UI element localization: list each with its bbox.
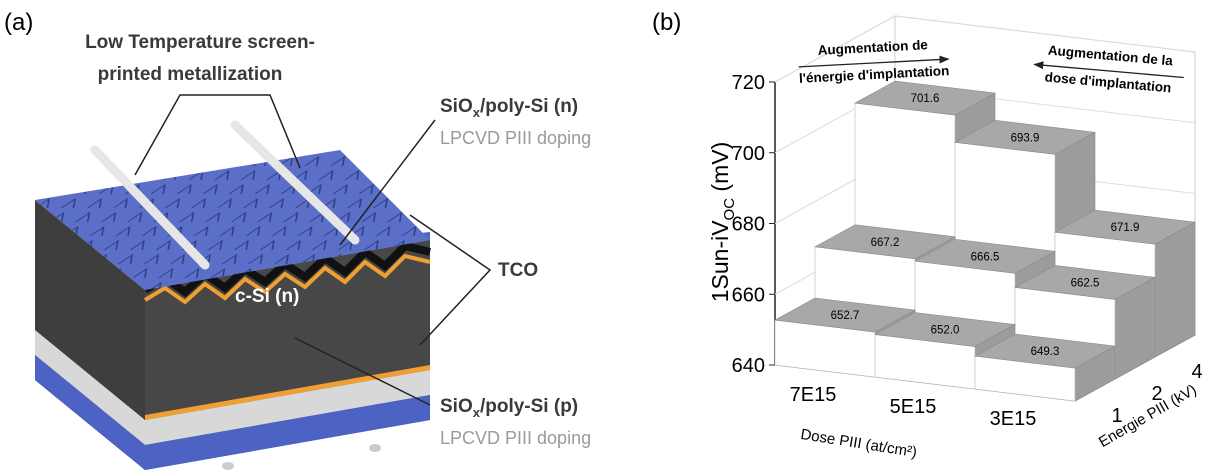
y-tick-label: 720 bbox=[732, 72, 765, 94]
annotation: l'énergie d'implantation bbox=[799, 63, 950, 86]
label: printed metallization bbox=[98, 64, 283, 85]
data-label: 652.7 bbox=[831, 310, 860, 322]
x-tick-label: 7E15 bbox=[790, 384, 837, 406]
annotation: Augmentation de bbox=[817, 37, 928, 58]
label: LPCVD PIII doping bbox=[440, 428, 591, 448]
contact-foot bbox=[369, 444, 381, 452]
y-tick-label: 680 bbox=[732, 214, 765, 236]
bar-side bbox=[1155, 222, 1195, 357]
data-label: 671.9 bbox=[1111, 222, 1140, 234]
y-tick-label: 700 bbox=[732, 143, 765, 165]
x-tick-label: 3E15 bbox=[990, 408, 1037, 430]
data-label: 701.6 bbox=[911, 93, 940, 105]
y-tick-label: 640 bbox=[732, 355, 765, 377]
annotation: dose d'implantation bbox=[1044, 69, 1172, 95]
data-label: 693.9 bbox=[1011, 132, 1040, 144]
label-part: SiO bbox=[440, 396, 473, 417]
data-label: 649.3 bbox=[1031, 346, 1060, 358]
x-tick-label: 5E15 bbox=[890, 396, 937, 418]
figure: (a) Low Temperature screen- printed meta… bbox=[0, 0, 1214, 472]
title-part: (mV) bbox=[707, 142, 733, 198]
label: SiOx/poly-Si (n) bbox=[440, 96, 578, 120]
label: c-Si (n) bbox=[235, 286, 299, 307]
data-label: 652.0 bbox=[931, 325, 960, 337]
bar-chart-3d: (b) 1Sun-iVOC (mV) 640660680700720Augmen… bbox=[652, 9, 1203, 461]
label-part: /poly-Si (n) bbox=[480, 96, 578, 117]
annotation: Augmentation de la bbox=[1047, 43, 1174, 69]
y-tick-label: 660 bbox=[732, 284, 765, 306]
z-tick-label: 4 bbox=[1191, 361, 1202, 383]
label: LPCVD PIII doping bbox=[440, 128, 591, 148]
panel-label: (a) bbox=[4, 9, 33, 36]
label: Low Temperature screen- bbox=[85, 32, 315, 53]
data-label: 666.5 bbox=[971, 251, 1000, 263]
title-part: 1Sun-iV bbox=[707, 220, 733, 302]
label-box bbox=[430, 380, 620, 460]
panel-label: (b) bbox=[652, 9, 681, 36]
label: TCO bbox=[498, 260, 538, 281]
data-label: 667.2 bbox=[871, 237, 900, 249]
label-part: SiO bbox=[440, 96, 473, 117]
label: SiOx/poly-Si (p) bbox=[440, 396, 578, 420]
label-part: /poly-Si (p) bbox=[480, 396, 578, 417]
data-label: 662.5 bbox=[1071, 277, 1100, 289]
x-axis-title: Dose PIII (at/cm²) bbox=[799, 426, 918, 461]
contact-foot bbox=[222, 462, 234, 470]
device-diagram: (a) Low Temperature screen- printed meta… bbox=[4, 9, 620, 470]
